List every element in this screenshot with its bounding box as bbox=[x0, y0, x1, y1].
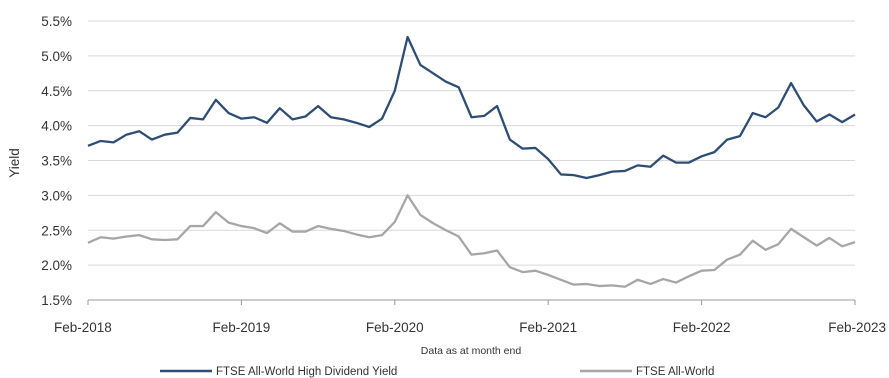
x-tick-label: Feb-2018 bbox=[54, 320, 112, 335]
y-tick-label: 4.5% bbox=[41, 84, 72, 99]
series-line-all-world bbox=[87, 194, 856, 288]
y-tick-label: 3.5% bbox=[41, 154, 72, 169]
legend-label-all-world: FTSE All-World bbox=[636, 366, 714, 378]
y-axis-title: Yield bbox=[7, 148, 22, 178]
series-lines bbox=[87, 35, 856, 288]
y-tick-label: 2.0% bbox=[41, 258, 72, 273]
x-tick-label: Feb-2023 bbox=[828, 320, 886, 335]
y-tick-label: 2.5% bbox=[41, 223, 72, 238]
x-tick-label: Feb-2021 bbox=[519, 320, 577, 335]
x-tick-labels: Feb-2018 Feb-2019 Feb-2020 Feb-2021 Feb-2022… bbox=[54, 320, 886, 335]
series-line-high-dividend bbox=[87, 35, 856, 180]
y-tick-label: 3.0% bbox=[41, 188, 72, 203]
x-tick-label: Feb-2019 bbox=[213, 320, 271, 335]
legend: FTSE All-World High Dividend Yield FTSE … bbox=[160, 366, 714, 378]
y-tick-label: 4.0% bbox=[41, 119, 72, 134]
x-tick-label: Feb-2022 bbox=[673, 320, 731, 335]
y-tick-label: 1.5% bbox=[41, 293, 72, 308]
y-tick-label: 5.0% bbox=[41, 49, 72, 64]
y-tick-label: 5.5% bbox=[41, 14, 72, 29]
legend-label-high-dividend: FTSE All-World High Dividend Yield bbox=[216, 366, 397, 378]
x-tick-label: Feb-2020 bbox=[366, 320, 424, 335]
axes bbox=[87, 299, 856, 305]
chart-note: Data as at month end bbox=[421, 345, 522, 357]
gridlines bbox=[88, 20, 855, 266]
y-tick-labels: 1.5% 2.0% 2.5% 3.0% 3.5% 4.0% 4.5% 5.0% 5.5% bbox=[41, 14, 72, 308]
